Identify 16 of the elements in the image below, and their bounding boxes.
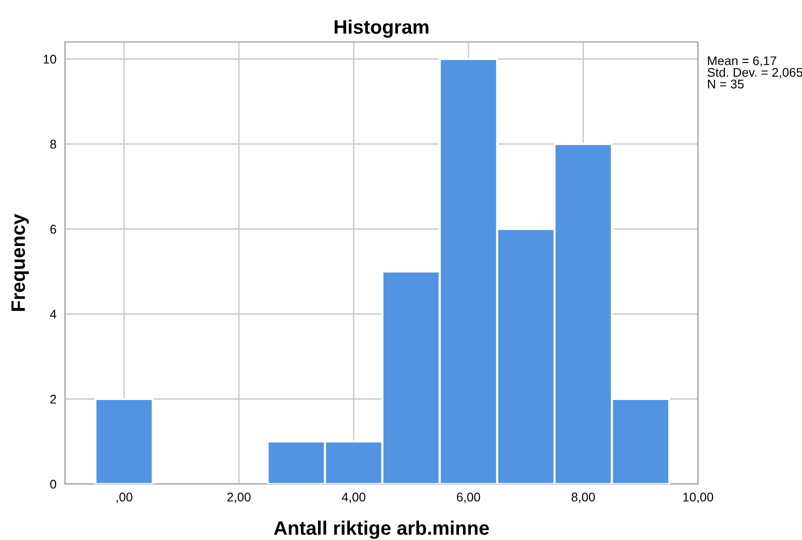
x-tick-label: 4,00 [342,492,366,503]
y-tick-label: 4 [50,310,56,319]
text: Mean = 6,17 Std. Dev. = 2,065 N = 35 [708,56,802,88]
y-tick-label: 10 [44,54,56,64]
y-tick-label: 0 [50,480,56,489]
x-axis-title: Antall riktige arb.minne [274,520,489,539]
x-tick-label: ,00 [116,492,132,503]
y-tick-label: 6 [50,224,56,234]
x-tick-label: 6,00 [456,492,480,503]
x-tick-label: 2,00 [227,492,251,503]
y-tick-label: 8 [50,140,56,149]
x-tick-label: 8,00 [572,492,595,503]
y-tick-label: 2 [50,394,56,404]
x-tick-label: 10,00 [683,492,714,503]
y-axis-title: Frequency [11,214,29,311]
chart-title: Histogram [334,20,428,38]
